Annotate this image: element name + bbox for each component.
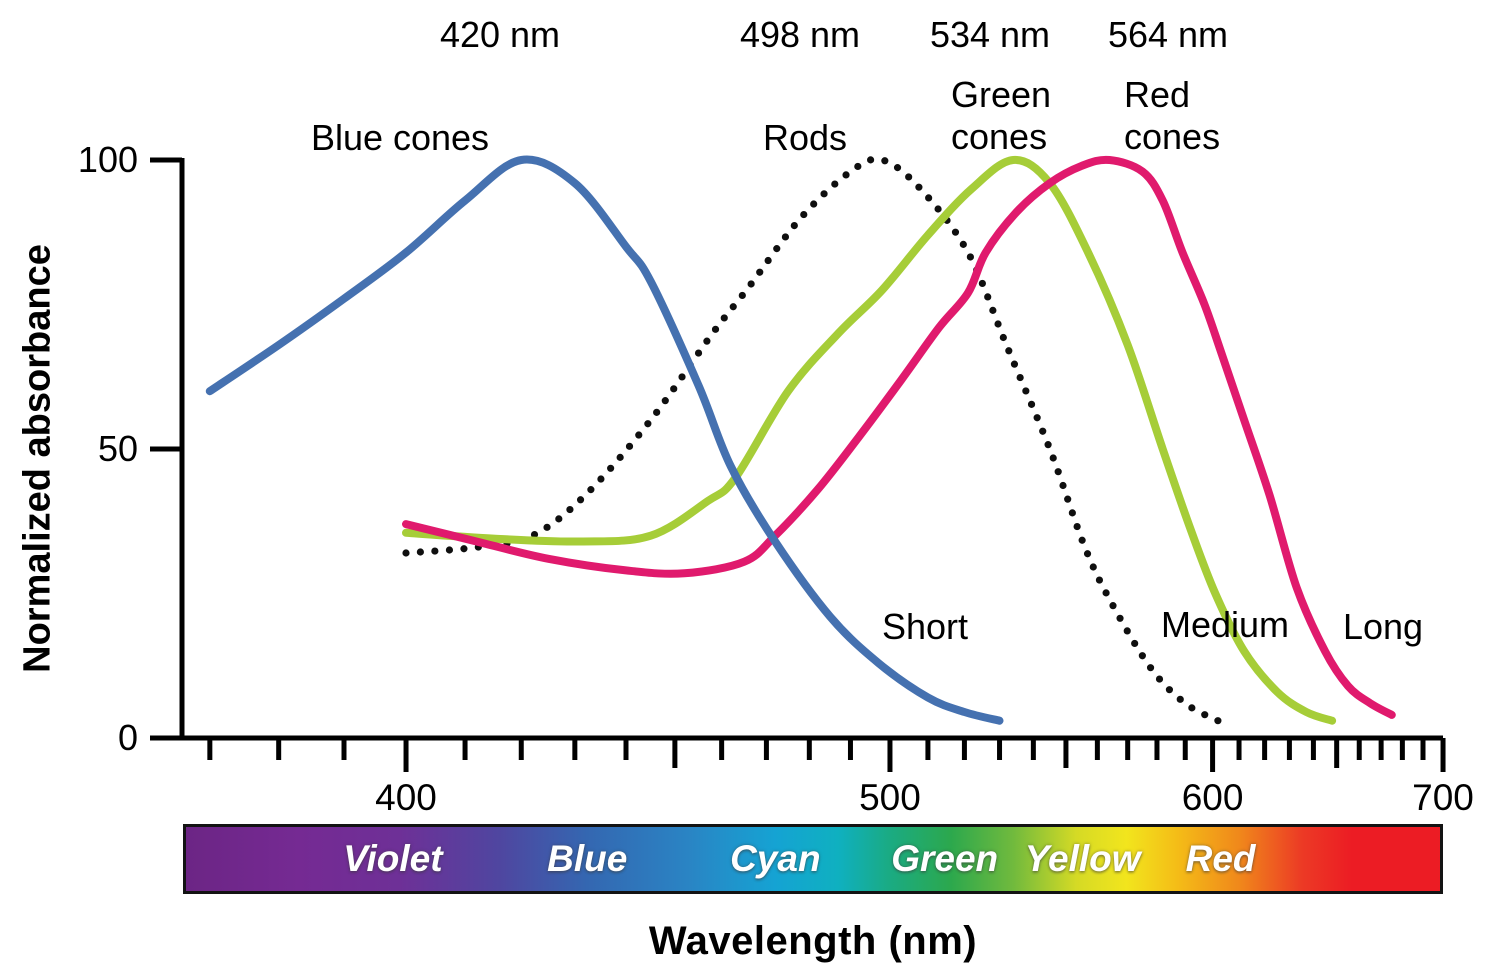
spectrum-label-yellow: Yellow bbox=[1024, 838, 1141, 879]
y-tick-label-50: 50 bbox=[98, 428, 138, 469]
peak-label-420-nm: 420 nm bbox=[439, 14, 561, 55]
spectrum-label-red: Red bbox=[1185, 838, 1256, 879]
receptor-class-label-short: Short bbox=[881, 606, 969, 647]
green-cones-curve bbox=[402, 155, 1337, 725]
x-tick-label-400: 400 bbox=[375, 777, 437, 818]
red-cones-curve bbox=[402, 155, 1396, 719]
peak-label-498-nm: 498 nm bbox=[739, 14, 861, 55]
series-label-blue-cones: Blue cones bbox=[310, 117, 490, 158]
x-tick-label-500: 500 bbox=[859, 777, 921, 818]
receptor-class-label-long: Long bbox=[1342, 606, 1424, 647]
spectrum-label-blue: Blue bbox=[547, 838, 628, 879]
y-tick-label-0: 0 bbox=[118, 717, 138, 758]
spectrum-label-cyan: Cyan bbox=[730, 838, 821, 879]
spectrum-bar: Violet Blue Cyan Green Yellow Red bbox=[183, 824, 1443, 894]
peak-label-534-nm: 534 nm bbox=[929, 14, 1051, 55]
x-axis-title: Wavelength (nm) bbox=[648, 919, 978, 963]
peak-label-564-nm: 564 nm bbox=[1107, 14, 1229, 55]
y-tick-label-100: 100 bbox=[78, 139, 138, 180]
rods-curve bbox=[402, 155, 1222, 725]
series-label-red-cones: Red cones bbox=[1124, 74, 1221, 157]
x-tick-label-700: 700 bbox=[1412, 777, 1474, 818]
receptor-class-label-medium: Medium bbox=[1160, 604, 1290, 645]
blue-cones-curve bbox=[205, 155, 1004, 725]
spectrum-label-green: Green bbox=[891, 838, 999, 879]
x-tick-label-600: 600 bbox=[1182, 777, 1244, 818]
spectrum-label-violet: Violet bbox=[343, 838, 443, 879]
series-label-rods: Rods bbox=[762, 117, 848, 158]
series-label-green-cones: Green cones bbox=[951, 74, 1052, 157]
